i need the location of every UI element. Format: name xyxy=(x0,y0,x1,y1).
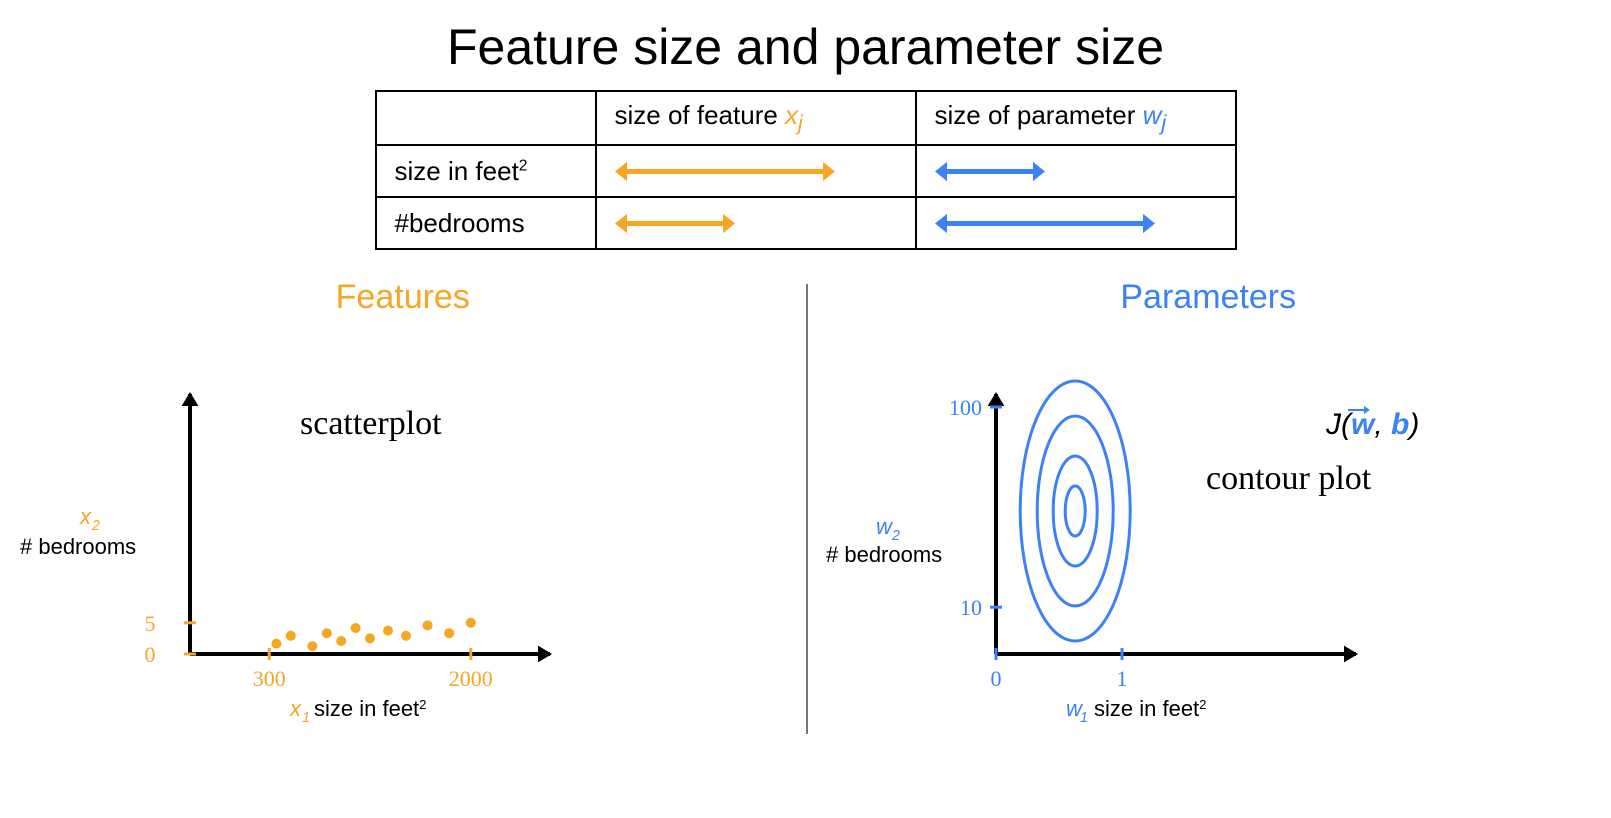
parameters-panel: Parameters J(w, b)contour plotw2# bedroo… xyxy=(806,274,1611,754)
table-header-feature: size of feature xj xyxy=(596,91,916,145)
svg-text:scatterplot: scatterplot xyxy=(300,405,442,442)
features-panel-title: Features xyxy=(0,278,806,317)
page-title: Feature size and parameter size xyxy=(0,18,1611,76)
svg-text:2000: 2000 xyxy=(449,666,493,691)
table-header-blank xyxy=(376,91,596,145)
svg-text:0: 0 xyxy=(145,642,156,667)
contour-svg: J(w, b)contour plotw2# bedrooms1001001w1… xyxy=(816,314,1596,734)
parameters-panel-title: Parameters xyxy=(806,278,1611,317)
table-header-feature-var: xj xyxy=(785,100,803,130)
svg-text:1: 1 xyxy=(1116,666,1127,691)
table-header-feature-prefix: size of feature xyxy=(615,100,786,130)
svg-text:100: 100 xyxy=(949,395,982,420)
svg-text:size in feet2: size in feet2 xyxy=(1094,696,1207,721)
scatterplot-svg: scatterplotx2# bedrooms503002000x1 size … xyxy=(10,314,790,734)
table-header-param-var: wj xyxy=(1143,100,1167,130)
svg-text:x: x xyxy=(79,504,92,529)
table-row: #bedrooms xyxy=(376,197,1236,249)
double-arrow-icon xyxy=(935,209,1155,238)
svg-text:2: 2 xyxy=(91,518,100,534)
table-row: size in feet2 xyxy=(376,145,1236,197)
row-label: size in feet2 xyxy=(376,145,596,197)
row-param-arrow-cell xyxy=(916,145,1236,197)
svg-text:J(w, b): J(w, b) xyxy=(1325,408,1419,441)
table-header-param-prefix: size of parameter xyxy=(935,100,1143,130)
svg-text:size in feet2: size in feet2 xyxy=(314,696,427,721)
row-param-arrow-cell xyxy=(916,197,1236,249)
row-label: #bedrooms xyxy=(376,197,596,249)
svg-text:1: 1 xyxy=(302,710,310,726)
table-header-param: size of parameter wj xyxy=(916,91,1236,145)
double-arrow-icon xyxy=(615,157,835,186)
svg-text:contour plot: contour plot xyxy=(1206,460,1372,497)
panels-container: Features scatterplotx2# bedrooms50300200… xyxy=(0,274,1611,754)
row-feature-arrow-cell xyxy=(596,145,916,197)
double-arrow-icon xyxy=(615,209,735,238)
comparison-table: size of feature xj size of parameter wj … xyxy=(375,90,1237,250)
svg-text:0: 0 xyxy=(990,666,1001,691)
row-feature-arrow-cell xyxy=(596,197,916,249)
svg-text:300: 300 xyxy=(253,666,286,691)
svg-text:10: 10 xyxy=(960,595,982,620)
svg-text:# bedrooms: # bedrooms xyxy=(826,542,942,567)
svg-text:1: 1 xyxy=(1080,710,1088,726)
double-arrow-icon xyxy=(935,157,1045,186)
svg-text:5: 5 xyxy=(145,611,156,636)
svg-text:# bedrooms: # bedrooms xyxy=(20,534,136,559)
features-panel: Features scatterplotx2# bedrooms50300200… xyxy=(0,274,806,754)
svg-text:x: x xyxy=(289,696,302,721)
